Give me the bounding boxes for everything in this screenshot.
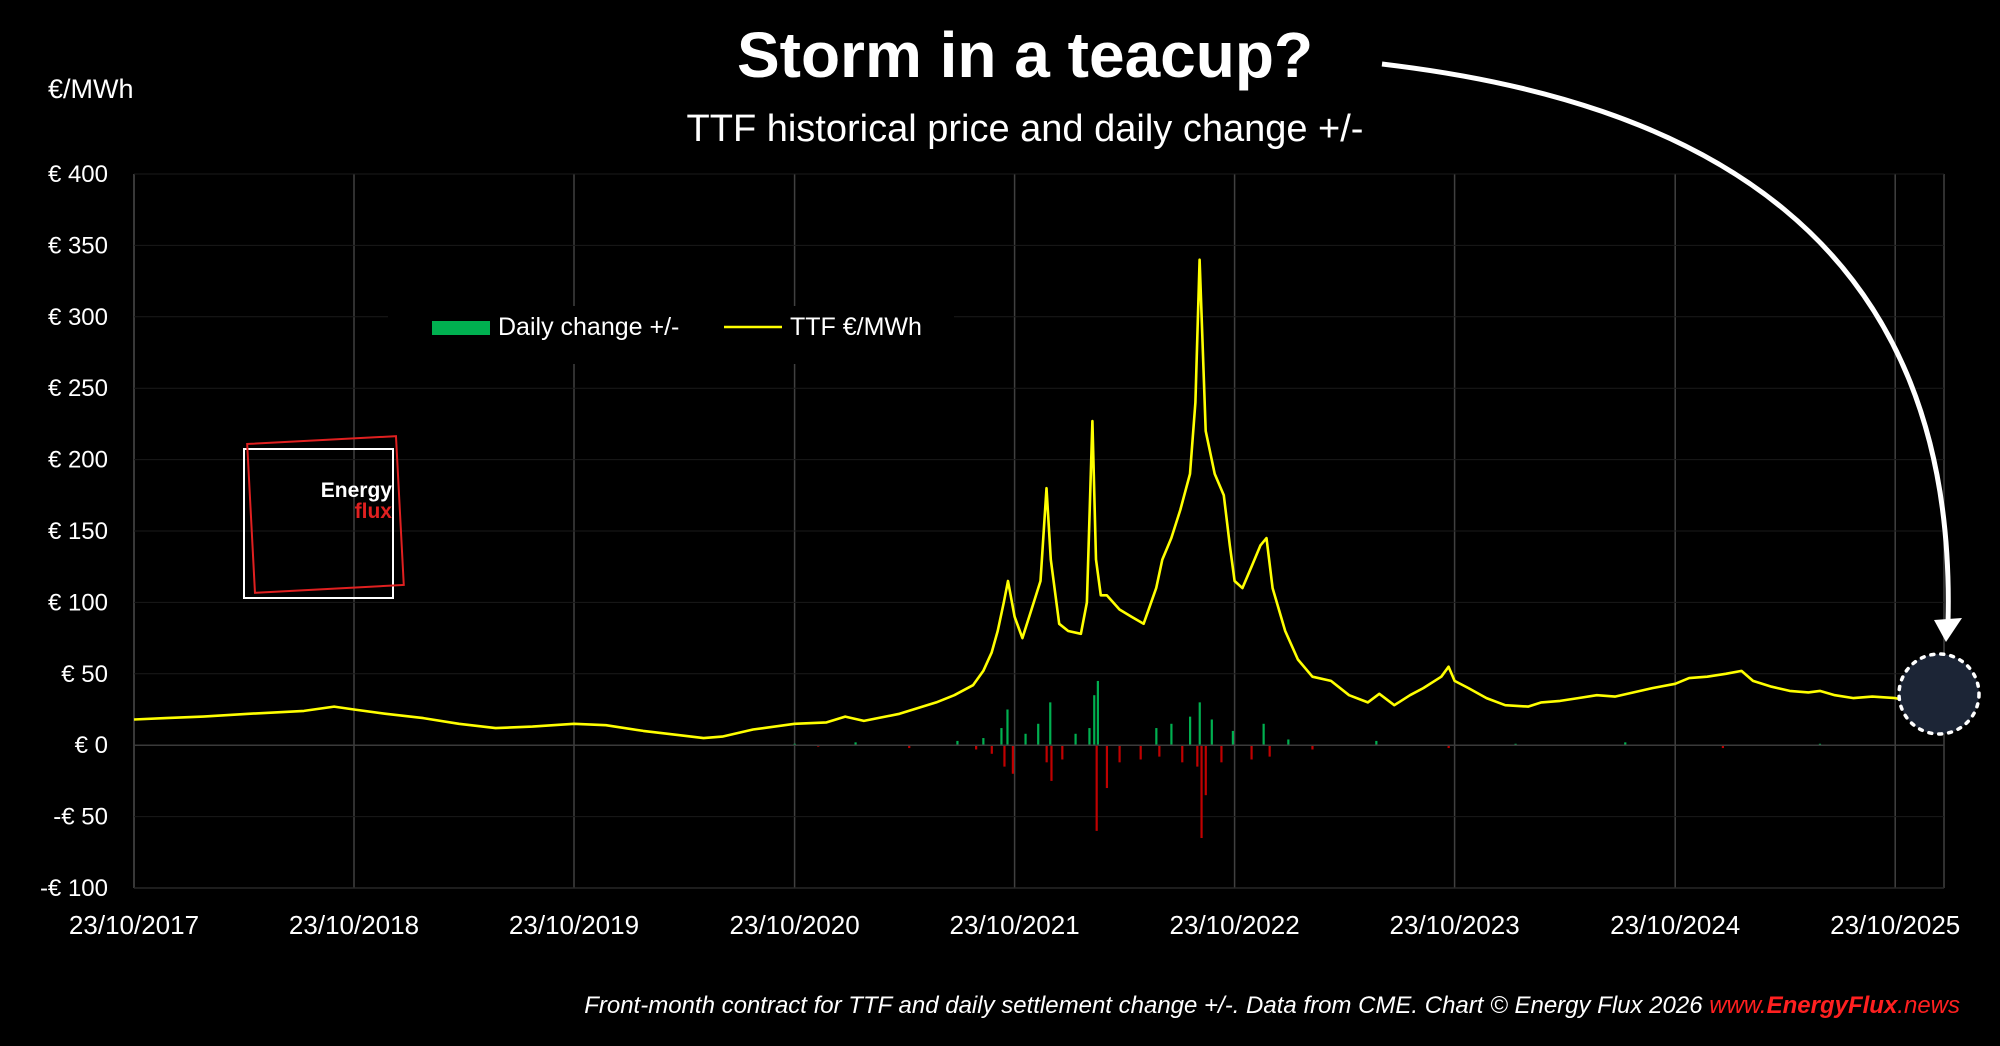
- daily-change-bar: [1189, 716, 1192, 746]
- chart-subtitle: TTF historical price and daily change +/…: [686, 108, 1364, 150]
- y-tick-label: € 300: [48, 304, 108, 331]
- y-tick-label: € 250: [48, 375, 108, 402]
- daily-change-bar: [1088, 728, 1091, 746]
- daily-change-bar: [1721, 745, 1725, 749]
- logo-white-frame: [243, 448, 394, 599]
- logo-word-energy: Energy: [321, 479, 393, 502]
- daily-change-bar: [854, 742, 857, 746]
- y-tick-label: € 50: [61, 661, 108, 688]
- y-tick-label: € 350: [48, 232, 108, 259]
- daily-change-bar: [1061, 745, 1064, 760]
- daily-change-bar: [1200, 745, 1203, 839]
- daily-change-bar: [908, 745, 911, 749]
- daily-change-bar: [1050, 745, 1053, 781]
- daily-change-bar: [1049, 702, 1052, 746]
- legend: Daily change +/- TTF €/MWh: [388, 306, 954, 364]
- daily-change-bar: [1262, 723, 1265, 746]
- daily-change-bar: [1024, 733, 1027, 746]
- y-tick-label: € 400: [48, 161, 108, 188]
- x-tick-label: 23/10/2023: [1390, 910, 1520, 940]
- daily-change-bar: [1037, 723, 1040, 746]
- daily-change-bar: [1231, 730, 1234, 746]
- daily-change-bar: [982, 738, 985, 746]
- daily-change-bar: [1000, 728, 1003, 746]
- daily-change-bar: [1011, 745, 1014, 774]
- daily-change-bar: [1003, 745, 1006, 767]
- daily-change-bar: [1096, 680, 1099, 746]
- y-tick-label: € 0: [75, 732, 108, 759]
- daily-change-bar: [1268, 745, 1271, 757]
- highlight-circle: [1897, 652, 1981, 736]
- daily-change-bar: [1155, 728, 1158, 746]
- chart-title: Storm in a teacup?: [736, 19, 1314, 91]
- logo-word-flux: flux: [355, 500, 393, 523]
- x-tick-label: 23/10/2020: [730, 910, 860, 940]
- daily-change-bar: [956, 740, 959, 746]
- daily-change-bar: [1196, 745, 1199, 767]
- y-axis-ticks: € 400 € 350 € 300 € 250 € 200 € 150 € 100 € 50 €…: [40, 161, 1944, 902]
- daily-change-bar: [1250, 745, 1253, 760]
- daily-change-bar: [1624, 742, 1627, 746]
- x-axis-ticks: 23/10/2017 23/10/2018 23/10/2019 23/10/2020…: [69, 910, 1960, 940]
- daily-change-bars: [793, 680, 1822, 839]
- daily-change-bar: [990, 745, 993, 754]
- y-tick-label: -€ 100: [40, 875, 108, 902]
- callout-arrow-head: [1934, 618, 1962, 642]
- daily-change-bar: [1074, 733, 1077, 746]
- daily-change-bar: [1045, 745, 1048, 763]
- callout-arrow-curve: [1381, 61, 1951, 623]
- daily-change-bar: [1198, 702, 1201, 746]
- daily-change-bar: [1375, 740, 1378, 746]
- y-axis-unit-label: €/MWh: [48, 74, 134, 104]
- daily-change-bar: [1220, 745, 1223, 763]
- daily-change-bar: [975, 745, 978, 750]
- x-tick-label: 23/10/2025: [1830, 910, 1960, 940]
- daily-change-bar: [1093, 695, 1096, 746]
- daily-change-bar: [1139, 745, 1142, 760]
- y-tick-label: -€ 50: [53, 804, 108, 831]
- daily-change-bar: [1447, 745, 1450, 749]
- y-tick-label: € 200: [48, 447, 108, 474]
- y-tick-label: € 150: [48, 518, 108, 545]
- daily-change-bar: [1287, 739, 1290, 746]
- legend-bar-label: Daily change +/-: [498, 313, 679, 341]
- x-tick-label: 23/10/2019: [509, 910, 639, 940]
- daily-change-bar: [1181, 745, 1184, 763]
- daily-change-bar: [1170, 723, 1173, 746]
- daily-change-bar: [1006, 709, 1009, 746]
- legend-line-label: TTF €/MWh: [790, 313, 922, 341]
- y-tick-label: € 100: [48, 589, 108, 616]
- x-tick-label: 23/10/2022: [1170, 910, 1300, 940]
- x-tick-label: 23/10/2024: [1610, 910, 1740, 940]
- chart-footer: Front-month contract for TTF and daily s…: [584, 992, 1960, 1020]
- daily-change-bar: [1210, 719, 1213, 746]
- footer-site-prefix: www.: [1709, 992, 1767, 1019]
- daily-change-bar: [1095, 745, 1098, 831]
- daily-change-bar: [1105, 745, 1109, 789]
- x-tick-label: 23/10/2021: [950, 910, 1080, 940]
- footer-note: Front-month contract for TTF and daily s…: [584, 992, 1710, 1019]
- daily-change-bar: [1204, 745, 1207, 796]
- daily-change-bar: [1311, 745, 1314, 750]
- logo-red-frame: [246, 435, 405, 594]
- footer-site-link[interactable]: www.EnergyFlux.news: [1709, 992, 1960, 1019]
- footer-site-suffix: .news: [1897, 992, 1960, 1019]
- ttf-price-line: [133, 258, 1947, 740]
- legend-bar-swatch: [432, 321, 490, 335]
- energy-flux-logo: Energy flux: [243, 435, 405, 599]
- daily-change-bar: [1118, 745, 1121, 763]
- daily-change-bar: [1158, 745, 1161, 757]
- footer-site-brand: EnergyFlux: [1766, 992, 1898, 1019]
- x-tick-label: 23/10/2018: [289, 910, 419, 940]
- x-tick-label: 23/10/2017: [69, 910, 199, 940]
